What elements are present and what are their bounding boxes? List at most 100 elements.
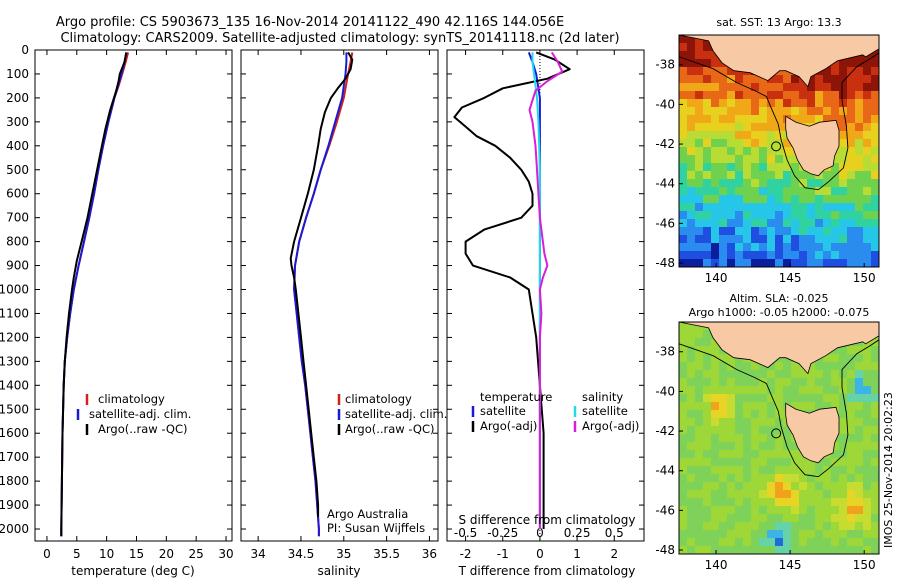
legend-diff-salinity-header: salinity (582, 390, 623, 404)
series-line-1 (453, 51, 571, 529)
map-y-tick-label: -46 (655, 503, 675, 517)
temperature-panel-frame (34, 49, 233, 542)
legend-climatology-label: climatology (98, 392, 165, 406)
x-tick-label: 20 (159, 547, 174, 561)
sst-map-axes: 140 145 150 -38 -40 -42 -44 -46 -48 (655, 34, 880, 285)
x-tick-label: -2 (460, 547, 472, 561)
y-tick-label: 500 (6, 163, 29, 177)
temperature-panel-ticks: 0 5 10 15 20 25 300100200300400500600700800900… (0, 43, 234, 561)
y-tick-label: 400 (6, 139, 29, 153)
y-tick-label: 1300 (0, 354, 29, 368)
salinity-panel-ticks: 34 34.5 35 35.5 36 (241, 49, 438, 561)
salinity-legend: climatology satellite-adj. clim. Argo(..… (337, 392, 447, 436)
legend-argo-label: Argo(..raw -QC) (345, 422, 435, 436)
y-tick-label: 1200 (0, 330, 29, 344)
difference-panel-lines (453, 51, 571, 529)
x-tick-label: 1 (573, 547, 581, 561)
legend-diff-s-satellite-label: satellite (582, 404, 628, 418)
sst-map: sat. SST: 13 Argo: 13.3 140 145 150 -38 -40 -… (655, 16, 880, 285)
x2-tick-label: -0.5 (454, 526, 477, 540)
x2-tick-label: 0.25 (564, 526, 591, 540)
y-tick-label: 0 (21, 43, 29, 57)
x-tick-label: 5 (73, 547, 81, 561)
legend-diff-temperature-header: temperature (480, 390, 552, 404)
sla-map-subtitle: Argo h1000: -0.05 h2000: -0.075 (689, 306, 870, 319)
legend-satellite-label: satellite-adj. clim. (345, 407, 447, 421)
x-tick-label: 34.5 (288, 547, 315, 561)
argo-australia-label: Argo Australia (327, 507, 408, 521)
x-tick-label: 35.5 (373, 547, 400, 561)
figure-title-line2: Climatology: CARS2009. Satellite-adjuste… (60, 31, 619, 46)
temperature-legend: climatology satellite-adj. clim. Argo(..… (76, 392, 191, 436)
map-x-tick-label: 145 (779, 271, 802, 285)
salinity-xlabel: salinity (317, 564, 360, 578)
map-y-tick-label: -38 (655, 345, 675, 359)
sla-map-field (679, 322, 879, 554)
difference-legend: temperature salinity satellite Argo(-adj… (471, 390, 639, 433)
x-tick-label: 10 (99, 547, 114, 561)
y-tick-label: 300 (6, 115, 29, 129)
argo-location-marker (771, 141, 782, 152)
map-y-tick-label: -42 (655, 424, 675, 438)
x-tick-label: -1 (497, 547, 509, 561)
map-y-tick-label: -42 (655, 137, 675, 151)
map-y-tick-label: -48 (655, 543, 675, 557)
map-y-tick-label: -44 (655, 464, 675, 478)
x-tick-label: 30 (218, 547, 233, 561)
x2-tick-label: 0.5 (605, 526, 624, 540)
pi-label: PI: Susan Wijffels (327, 521, 425, 535)
series-line-3 (528, 51, 564, 529)
legend-diff-t-argo-label: Argo(-adj) (480, 419, 537, 433)
sla-map-axes: 140 145 150 -38 -40 -42 -44 -46 -48 (655, 321, 880, 572)
map-y-tick-label: -40 (655, 97, 675, 111)
y-tick-label: 200 (6, 91, 29, 105)
y-tick-label: 600 (6, 187, 29, 201)
legend-argo-label: Argo(..raw -QC) (98, 422, 188, 436)
imos-timestamp: IMOS 25-Nov-2014 20:02:23 (882, 392, 895, 548)
temperature-panel-lines (60, 52, 130, 537)
x-tick-label: 36 (422, 547, 437, 561)
x-tick-label: 34 (250, 547, 265, 561)
y-tick-label: 1600 (0, 426, 29, 440)
map-y-tick-label: -48 (655, 256, 675, 270)
y-tick-label: 1400 (0, 378, 29, 392)
y-tick-label: 1900 (0, 498, 29, 512)
figure-title-line1: Argo profile: CS 5903673_135 16-Nov-2014… (56, 15, 564, 30)
y-tick-label: 800 (6, 235, 29, 249)
shelf-contour (679, 52, 879, 191)
y-tick-label: 900 (6, 259, 29, 273)
legend-satellite-label: satellite-adj. clim. (89, 407, 191, 421)
argo-location-marker (771, 428, 782, 439)
map-y-tick-label: -44 (655, 177, 675, 191)
x-tick-label: 25 (189, 547, 204, 561)
t-diff-xlabel: T difference from climatology (458, 564, 636, 578)
y-tick-label: 1700 (0, 450, 29, 464)
y-tick-label: 1800 (0, 474, 29, 488)
mainland-coast (679, 322, 879, 375)
map-frame (678, 321, 880, 555)
map-y-tick-label: -38 (655, 58, 675, 72)
x-tick-label: 0 (536, 547, 544, 561)
y-tick-label: 2000 (0, 522, 29, 536)
series-line-1 (293, 52, 348, 537)
shelf-contour (679, 339, 879, 478)
series-line-2 (289, 51, 354, 517)
legend-diff-t-satellite-label: satellite (480, 404, 526, 418)
map-x-tick-label: 150 (853, 271, 876, 285)
y-tick-label: 100 (6, 67, 29, 81)
map-x-tick-label: 150 (853, 558, 876, 572)
mainland-coast (679, 35, 879, 88)
legend-diff-s-argo-label: Argo(-adj) (582, 419, 639, 433)
map-y-tick-label: -40 (655, 384, 675, 398)
series-line-2 (60, 52, 128, 537)
y-tick-label: 700 (6, 211, 29, 225)
s-diff-title: S difference from climatology (459, 513, 636, 527)
tasmania-coast (785, 115, 840, 177)
sst-map-field (679, 35, 879, 267)
sla-map: Altim. SLA: -0.025 Argo h1000: -0.05 h20… (655, 292, 880, 572)
map-y-tick-label: -46 (655, 216, 675, 230)
y-tick-label: 1100 (0, 306, 29, 320)
